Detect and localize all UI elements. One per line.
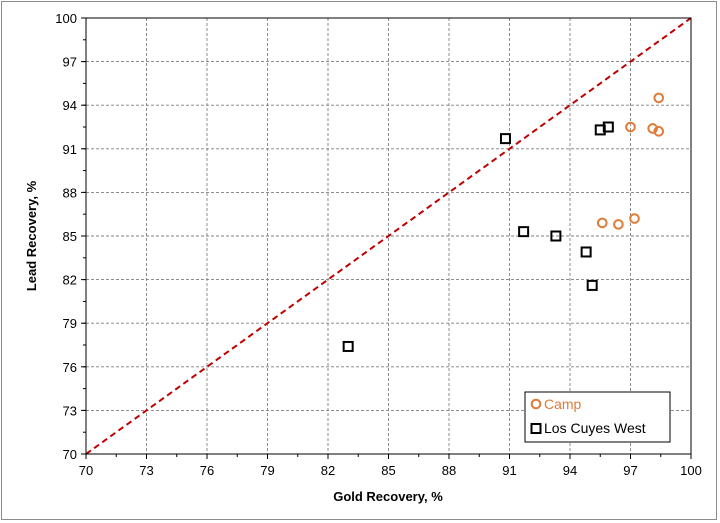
x-tick-label: 73 <box>139 463 153 478</box>
reference-line <box>85 17 692 455</box>
point-los-cuyes-west <box>518 226 530 238</box>
y-tick-label: 91 <box>63 142 77 157</box>
y-tick-label: 76 <box>63 360 77 375</box>
legend-label-camp: Camp <box>544 396 582 412</box>
axis-ticks: 70 73 76 79 82 85 88 91 94 97 100 70 73 76 79 82 85 88 91 9… <box>55 11 702 478</box>
x-tick-label: 94 <box>563 463 577 478</box>
legend: Camp Los Cuyes West <box>524 391 671 443</box>
y-tick-label: 97 <box>63 55 77 70</box>
point-los-cuyes-west <box>342 340 354 352</box>
point-camp <box>653 92 665 104</box>
point-camp <box>647 123 658 134</box>
point-camp <box>596 217 608 229</box>
y-tick-label: 82 <box>63 273 77 288</box>
y-tick-label: 70 <box>63 447 77 462</box>
x-tick-label: 76 <box>200 463 214 478</box>
point-camp <box>625 121 636 133</box>
y-tick-label: 73 <box>63 403 77 418</box>
legend-marker-los-cuyes-west <box>530 423 542 434</box>
point-los-cuyes-west <box>594 124 606 136</box>
point-los-cuyes-west <box>499 133 511 145</box>
x-tick-label: 100 <box>680 463 702 478</box>
x-tick-label: 85 <box>381 463 395 478</box>
x-tick-label: 91 <box>502 463 516 478</box>
y-tick-label: 79 <box>63 316 77 331</box>
point-los-cuyes-west <box>580 246 592 258</box>
y-tick-label: 94 <box>63 98 77 113</box>
point-los-cuyes-west <box>586 279 598 291</box>
point-camp <box>613 219 624 230</box>
legend-label-los-cuyes-west: Los Cuyes West <box>544 420 646 436</box>
x-tick-label: 70 <box>79 463 93 478</box>
x-tick-label: 82 <box>321 463 335 478</box>
x-tick-label: 88 <box>442 463 456 478</box>
data-points <box>342 92 665 352</box>
point-los-cuyes-west <box>550 230 562 242</box>
y-axis-title: Lead Recovery, % <box>24 180 39 291</box>
legend-box <box>524 391 671 443</box>
legend-marker-camp <box>530 398 542 410</box>
reference-line-layer <box>85 17 692 455</box>
x-tick-label: 97 <box>623 463 637 478</box>
y-tick-label: 100 <box>55 11 77 26</box>
point-camp <box>629 213 640 224</box>
y-tick-label: 85 <box>63 229 77 244</box>
x-tick-label: 79 <box>260 463 274 478</box>
point-camp <box>653 126 665 137</box>
x-axis-title: Gold Recovery, % <box>333 489 443 504</box>
y-tick-label: 88 <box>63 185 77 200</box>
